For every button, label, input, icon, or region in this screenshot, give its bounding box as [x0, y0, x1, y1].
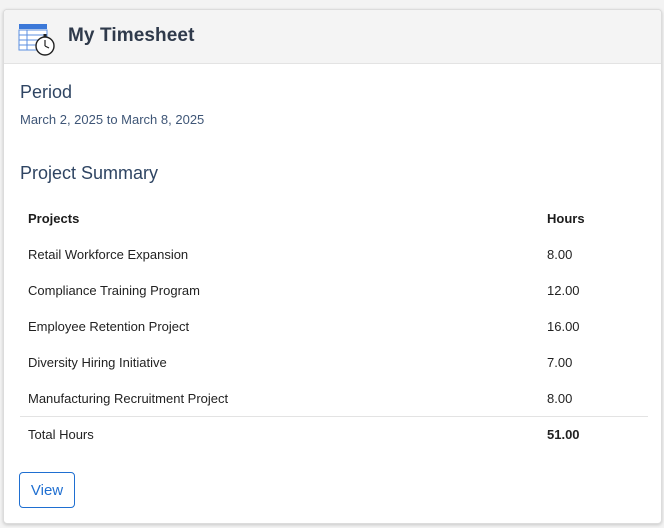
project-summary-table: Projects Hours Retail Workforce Expansio… — [20, 200, 648, 452]
table-row: Compliance Training Program 12.00 — [20, 272, 648, 308]
timesheet-card: My Timesheet Period March 2, 2025 to Mar… — [3, 9, 662, 524]
project-hours: 16.00 — [547, 319, 580, 334]
project-name: Compliance Training Program — [28, 283, 200, 298]
table-header-row: Projects Hours — [20, 200, 648, 236]
total-hours-label: Total Hours — [28, 427, 94, 442]
table-row: Employee Retention Project 16.00 — [20, 308, 648, 344]
project-name: Employee Retention Project — [28, 319, 190, 334]
project-name: Retail Workforce Expansion — [28, 247, 189, 262]
view-button[interactable]: View — [19, 472, 75, 508]
project-hours: 7.00 — [547, 355, 573, 370]
project-summary-heading: Project Summary — [20, 163, 159, 183]
table-row: Manufacturing Recruitment Project 8.00 — [20, 380, 648, 416]
total-row: Total Hours 51.00 — [20, 416, 648, 452]
project-hours: 12.00 — [547, 283, 580, 298]
projects-column-header: Projects — [28, 211, 80, 226]
card-header: My Timesheet — [4, 10, 661, 64]
table-row: Diversity Hiring Initiative 7.00 — [20, 344, 648, 380]
period-heading: Period — [20, 82, 73, 102]
period-range: March 2, 2025 to March 8, 2025 — [20, 112, 205, 127]
table-row: Retail Workforce Expansion 8.00 — [20, 236, 648, 272]
card-title: My Timesheet — [68, 25, 195, 46]
project-name: Manufacturing Recruitment Project — [28, 391, 229, 406]
hours-column-header: Hours — [547, 211, 585, 226]
project-hours: 8.00 — [547, 247, 573, 262]
timesheet-stopwatch-icon — [18, 23, 56, 57]
project-hours: 8.00 — [547, 391, 573, 406]
total-hours-value: 51.00 — [547, 427, 580, 442]
project-name: Diversity Hiring Initiative — [28, 355, 167, 370]
